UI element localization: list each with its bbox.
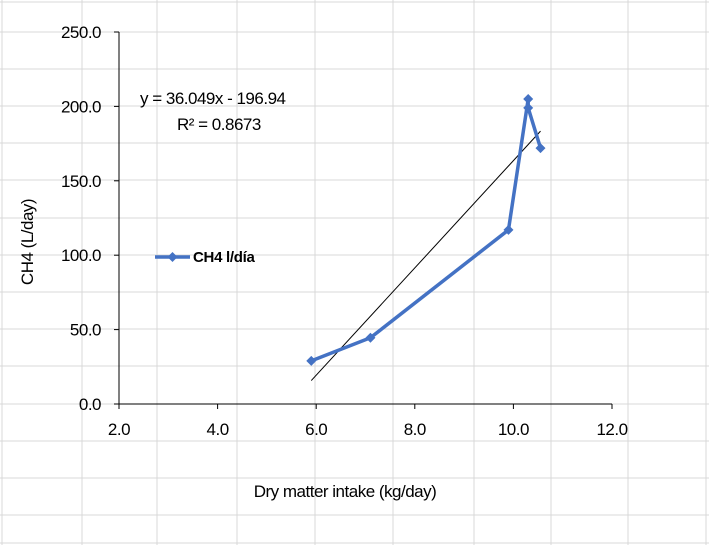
series-group (306, 93, 546, 366)
data-point-marker (523, 102, 534, 113)
y-tick-label: 250.0 (61, 23, 101, 42)
y-tick-label: 200.0 (61, 97, 101, 116)
legend-marker-swatch (167, 252, 178, 262)
x-tick-label: 12.0 (596, 420, 627, 439)
x-tick-label: 10.0 (498, 420, 529, 439)
data-point-marker (503, 224, 514, 235)
y-tick-label: 150.0 (61, 172, 101, 191)
legend: CH4 l/día (155, 249, 256, 266)
linear-trendline (310, 130, 541, 381)
trendline-group (310, 130, 541, 381)
y-axis-title: CH4 (L/day) (18, 199, 37, 285)
data-point-marker (365, 332, 376, 343)
y-tick-label: 50.0 (70, 321, 101, 340)
tick-labels: 0.0 50.0 100.0 150.0 200.0 250.0 2.0 4.0 6.0 8.0 1… (61, 23, 628, 439)
data-point-marker (306, 355, 317, 366)
x-tick-label: 4.0 (207, 420, 229, 439)
legend-label: CH4 l/día (193, 249, 255, 266)
x-tick-label: 2.0 (108, 420, 130, 439)
axes (114, 31, 613, 409)
y-tick-label: 0.0 (79, 395, 101, 414)
y-tick-label: 100.0 (61, 246, 101, 265)
data-point-marker (535, 143, 546, 154)
x-tick-label: 6.0 (305, 420, 327, 439)
x-tick-label: 8.0 (404, 420, 426, 439)
trendline-equation: y = 36.049x - 196.94 (140, 89, 286, 108)
series-line (310, 97, 543, 363)
trendline-r-squared: R² = 0.8673 (177, 115, 261, 134)
data-point-marker (523, 93, 534, 104)
x-axis-title: Dry matter intake (kg/day) (254, 482, 437, 501)
